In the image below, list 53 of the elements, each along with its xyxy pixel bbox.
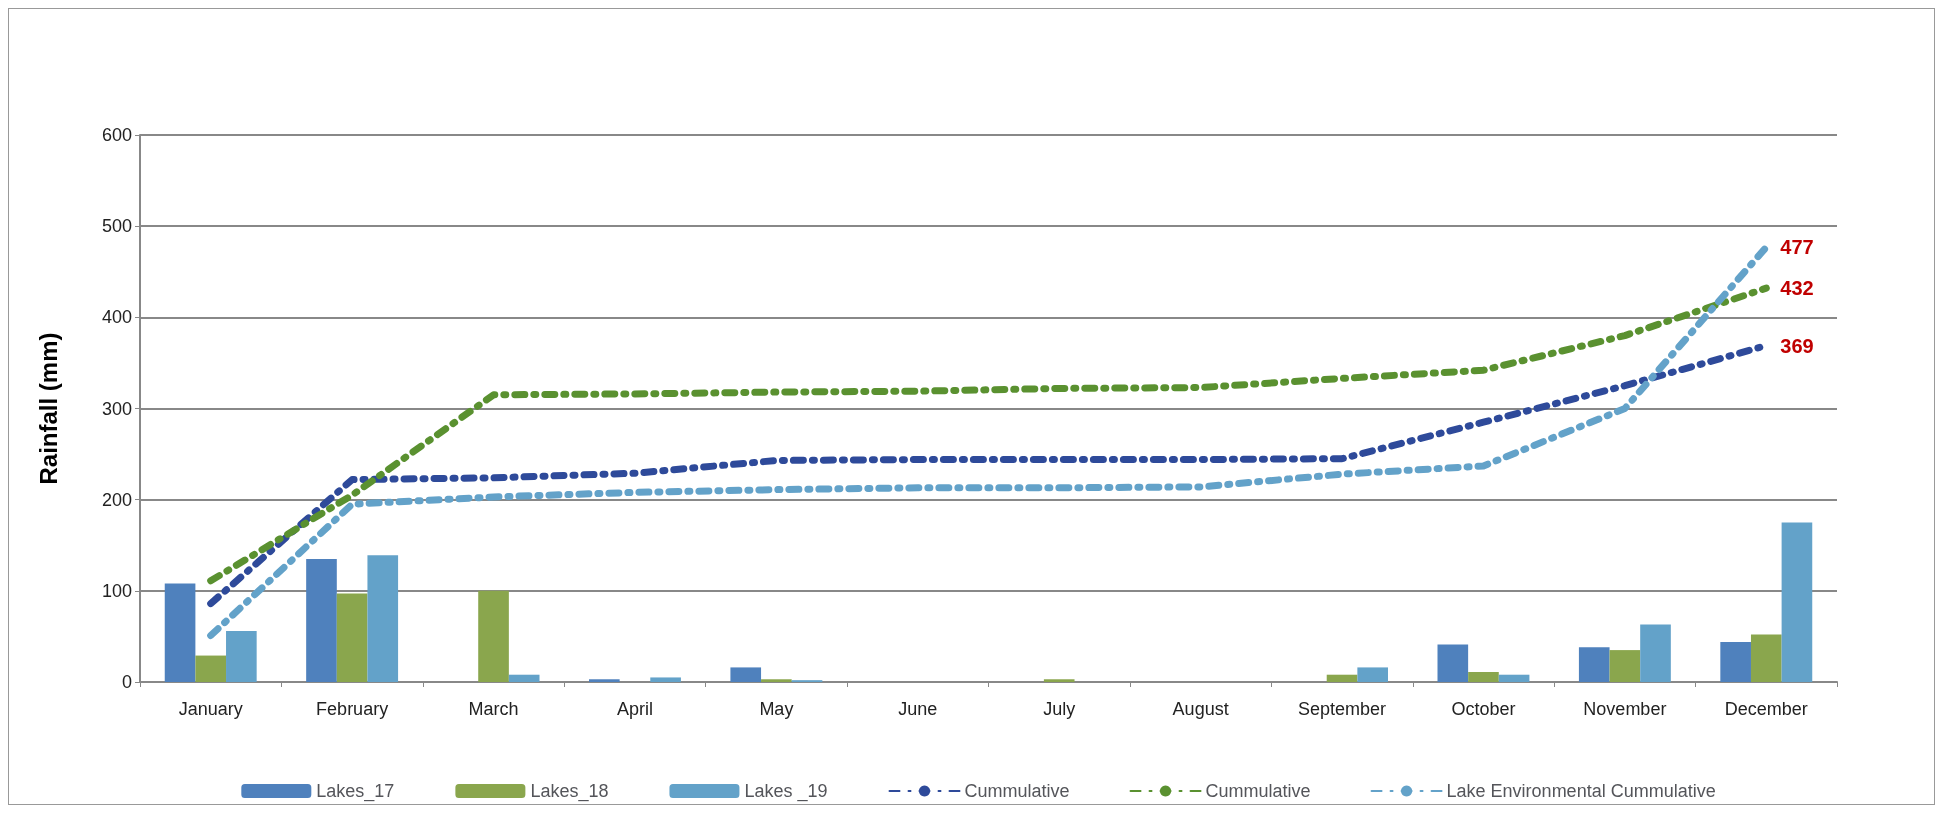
bar — [1498, 674, 1530, 682]
y-tick-label: 400 — [101, 307, 132, 328]
bar — [164, 583, 196, 682]
x-tick-label: February — [316, 699, 389, 719]
bar — [1578, 647, 1610, 682]
bar — [478, 590, 509, 682]
data-label: 432 — [1780, 277, 1814, 300]
legend-label: Lake Environmental Cummulative — [1446, 781, 1716, 801]
y-tick-label: 200 — [101, 489, 132, 510]
bar — [336, 593, 368, 682]
x-tick-label: July — [1043, 699, 1076, 719]
y-axis-title: Rainfall (mm) — [34, 332, 62, 485]
bar — [508, 674, 540, 682]
data-label: 477 — [1780, 236, 1814, 259]
x-tick-label: September — [1298, 699, 1387, 719]
legend-label: Lakes _19 — [744, 781, 828, 802]
bar — [1043, 679, 1075, 682]
x-tick-label: August — [1172, 699, 1229, 719]
x-tick-label: April — [616, 699, 653, 719]
bar — [730, 667, 762, 682]
bar — [1468, 671, 1499, 682]
bar — [1781, 522, 1813, 682]
bar — [1720, 641, 1751, 682]
bar — [1750, 634, 1782, 682]
bar — [1326, 674, 1358, 682]
bar — [195, 655, 227, 682]
y-tick-label: 300 — [101, 398, 132, 419]
bar — [1357, 667, 1388, 682]
bar — [306, 558, 337, 682]
bar — [1609, 650, 1641, 682]
x-tick-label: March — [468, 699, 519, 719]
x-tick-label: June — [898, 699, 938, 719]
y-tick-label: 0 — [121, 672, 132, 692]
legend-label: Lakes_18 — [530, 781, 609, 802]
bar — [650, 677, 681, 682]
y-tick-label: 600 — [101, 125, 132, 145]
x-tick-label: January — [178, 699, 243, 719]
legend-label: Cummulative — [1205, 781, 1311, 801]
x-tick-label: December — [1724, 699, 1808, 719]
y-tick-label: 500 — [101, 216, 132, 237]
data-label: 369 — [1780, 334, 1814, 357]
bar — [367, 555, 399, 682]
bar — [1640, 624, 1671, 682]
bar — [1437, 644, 1469, 682]
x-tick-label: October — [1451, 699, 1516, 719]
x-tick-label: May — [759, 699, 794, 719]
legend-label: Lakes_17 — [316, 781, 395, 802]
x-tick-label: November — [1583, 699, 1667, 719]
bar — [226, 630, 257, 682]
legend-label: Cummulative — [964, 781, 1070, 801]
bar — [761, 679, 792, 682]
y-tick-label: 100 — [101, 580, 132, 601]
bar — [589, 679, 620, 682]
